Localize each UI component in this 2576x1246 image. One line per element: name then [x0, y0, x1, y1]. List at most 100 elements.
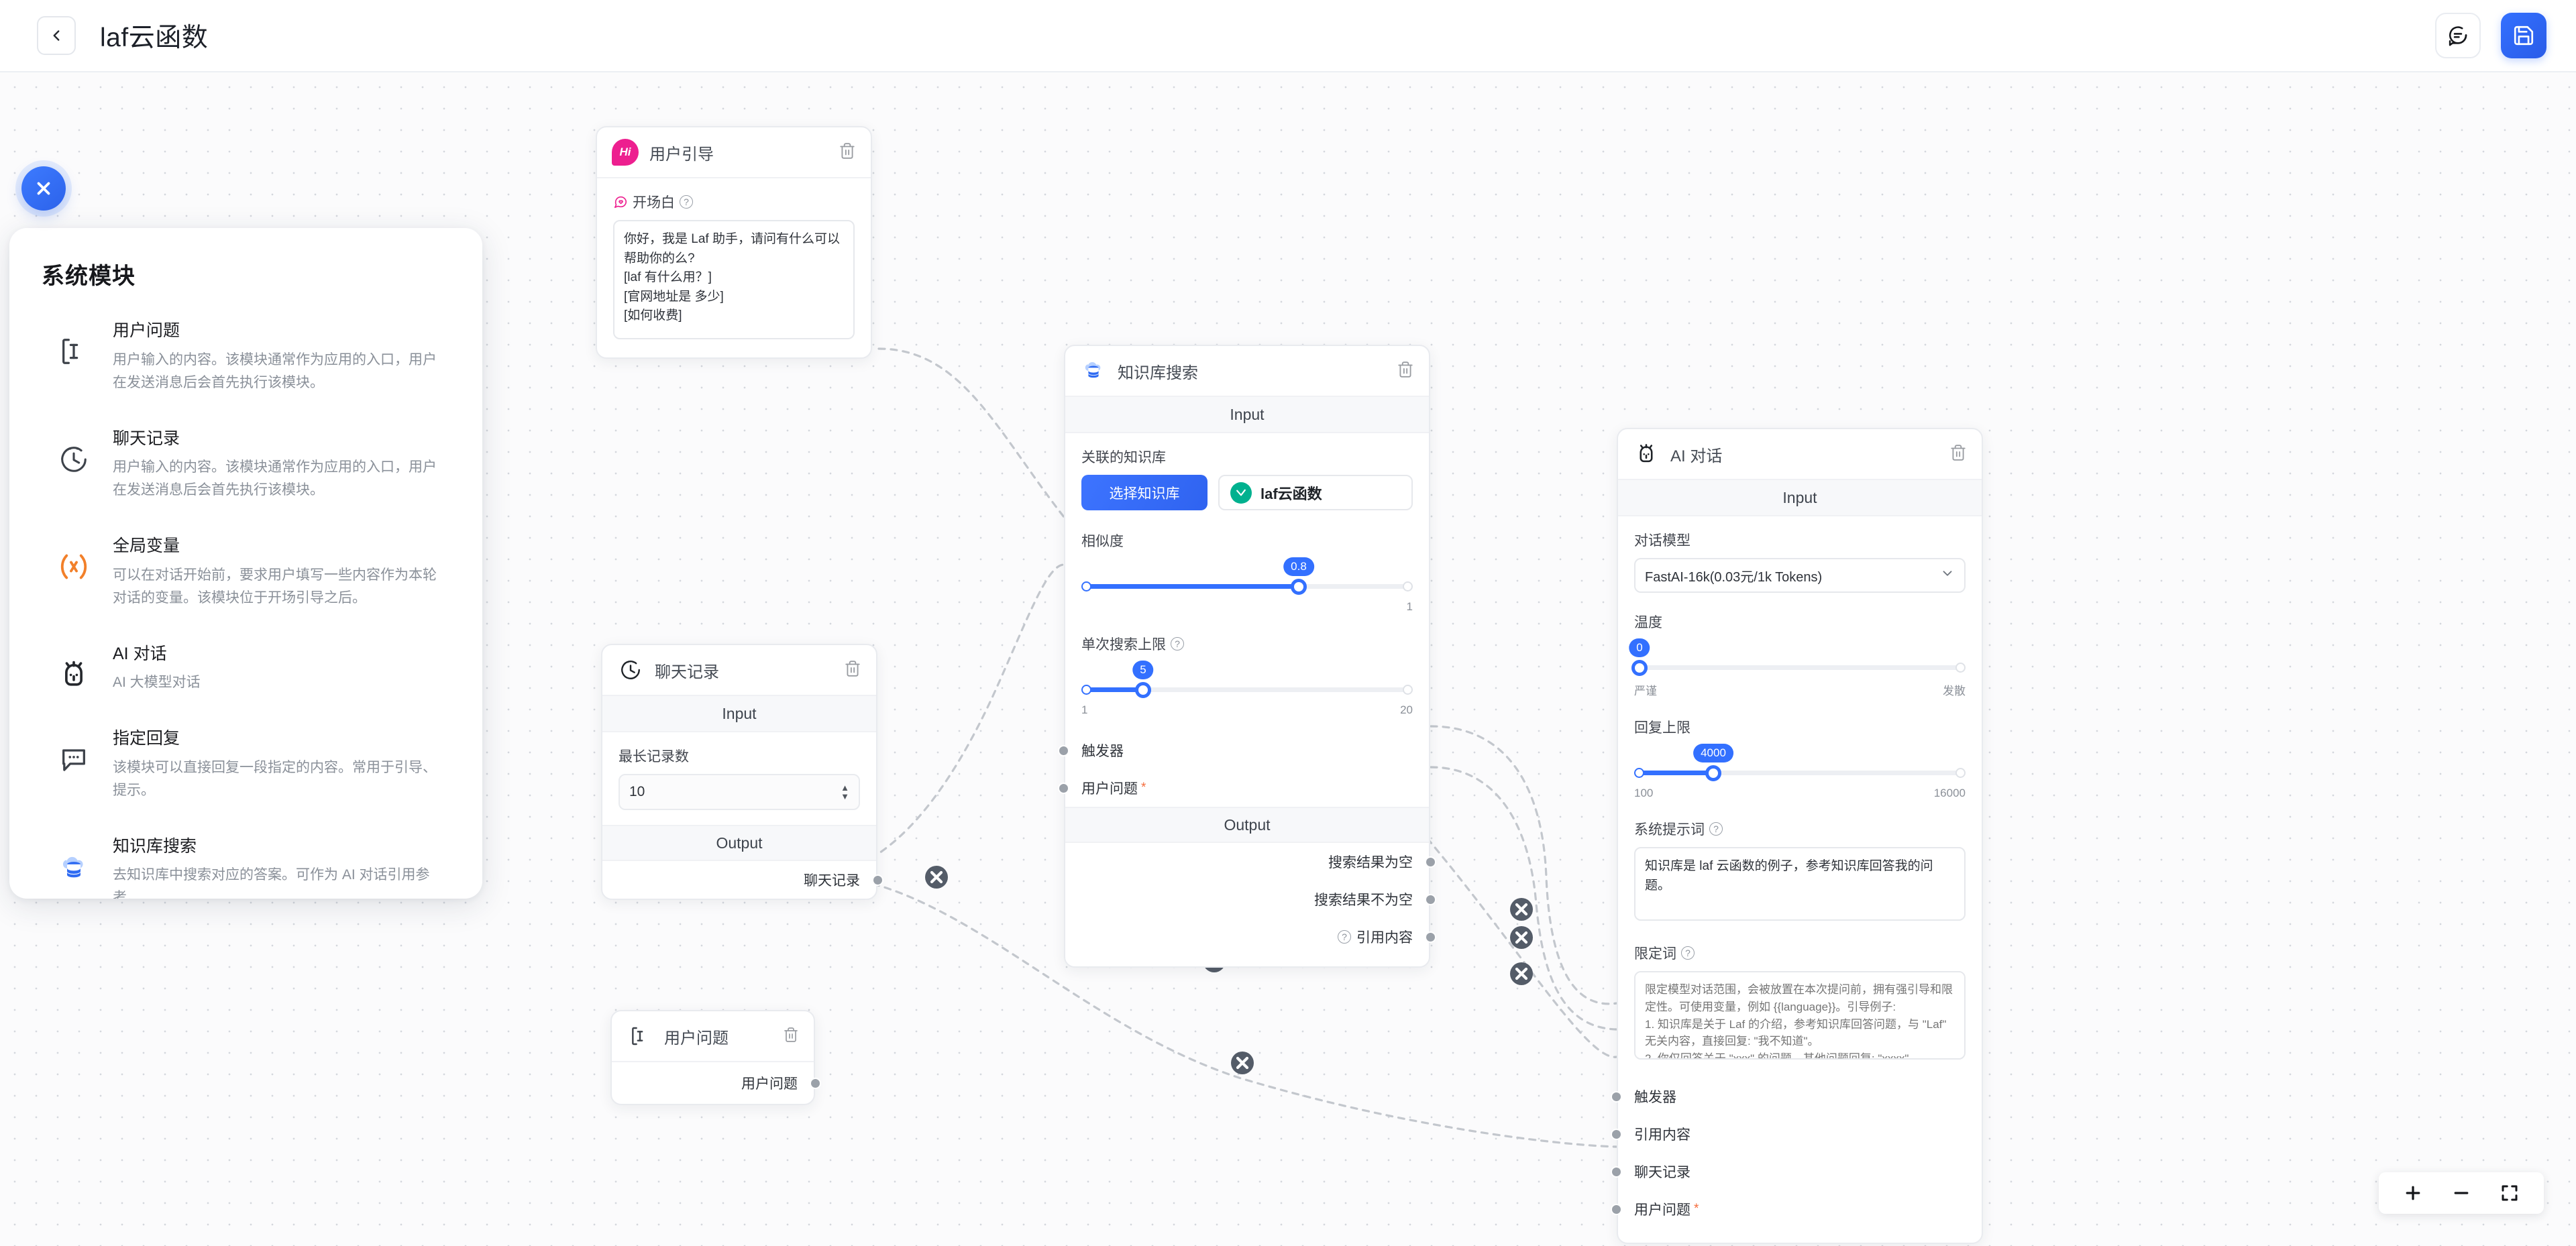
flow-canvas[interactable]: Hi 用户引导 开场: [0, 72, 2576, 1246]
zoom-out-button[interactable]: [2451, 1183, 2471, 1203]
delete-node-button[interactable]: [844, 660, 861, 681]
kb-chip[interactable]: laf云函数: [1218, 475, 1413, 510]
system-modules-panel[interactable]: 系统模块 用户问题 用户输入的内容。该模块通常作为应用的入口，用户在发送消息后会: [9, 228, 482, 899]
stepper-down-icon[interactable]: ▼: [841, 791, 849, 801]
delete-node-button[interactable]: [1397, 361, 1414, 382]
max-tokens-slider[interactable]: 4000: [1634, 744, 1966, 791]
node-kb-search[interactable]: 知识库搜索 Input 关联的知识库 选择知识库: [1058, 345, 1436, 968]
qualifier-input[interactable]: [1634, 971, 1966, 1060]
system-prompt-input[interactable]: 知识库是 laf 云函数的例子，参考知识库回答我的问题。: [1634, 847, 1966, 921]
temperature-range-labels: 严谨 发散: [1634, 681, 1966, 698]
module-item-user-question[interactable]: 用户问题 用户输入的内容。该模块通常作为应用的入口，用户在发送消息后会首先执行该…: [42, 319, 450, 394]
node-ai-chat[interactable]: AI 对话 Input 对话模型 FastAI-16k(0.03元/1k Tok…: [1611, 428, 1983, 1244]
port-label: 搜索结果不为空: [1314, 893, 1413, 908]
required-asterisk: *: [1141, 781, 1146, 795]
port-dot[interactable]: [1058, 745, 1069, 756]
port-dot[interactable]: [1611, 1129, 1622, 1140]
welcome-text-input[interactable]: 你好，我是 Laf 助手，请问有什么可以帮助你的么? [laf 有什么用？] […: [613, 220, 855, 339]
model-select[interactable]: FastAI-16k(0.03元/1k Tokens): [1634, 558, 1966, 593]
node-body: 最长记录数 10 ▲ ▼: [602, 732, 876, 825]
slider-knob[interactable]: [1631, 660, 1648, 676]
input-port-trigger[interactable]: 触发器: [1611, 1078, 1982, 1115]
module-item-specified-reply[interactable]: 指定回复 该模块可以直接回复一段指定的内容。常用于引导、提示。: [42, 726, 450, 802]
slider-cap-min: [1081, 581, 1091, 591]
port-dot[interactable]: [1611, 1166, 1622, 1178]
max-tokens-min-label: 100: [1634, 787, 1654, 799]
module-item-chat-history[interactable]: 聊天记录 用户输入的内容。该模块通常作为应用的入口，用户在发送消息后会首先执行该…: [42, 427, 450, 502]
node-body: 关联的知识库 选择知识库 laf云函数 相似度: [1065, 433, 1429, 732]
delete-node-button[interactable]: [839, 142, 856, 163]
trash-icon: [1951, 444, 1966, 461]
output-port-empty-result[interactable]: 搜索结果为空: [1065, 843, 1436, 881]
qualifier-label: 限定词 ?: [1634, 943, 1966, 963]
port-dot[interactable]: [872, 874, 883, 886]
temperature-slider[interactable]: 0: [1629, 638, 1966, 685]
module-item-kb-search[interactable]: 知识库搜索 去知识库中搜索对应的答案。可作为 AI 对话引用参考。: [42, 834, 450, 899]
max-records-stepper[interactable]: 10 ▲ ▼: [619, 774, 860, 810]
laf-logo-icon: [1230, 482, 1252, 504]
question-icon[interactable]: ?: [1338, 930, 1351, 944]
output-port-nonempty-result[interactable]: 搜索结果不为空: [1065, 881, 1436, 918]
node-chat-history[interactable]: 聊天记录 Input 最长记录数 10 ▲ ▼: [601, 644, 883, 900]
port-dot[interactable]: [1425, 894, 1436, 905]
chevron-left-icon: [53, 30, 60, 41]
question-icon[interactable]: ?: [680, 195, 693, 209]
save-button[interactable]: [2501, 13, 2546, 58]
output-port-quote-content[interactable]: ? 引用内容: [1065, 918, 1436, 956]
search-limit-slider[interactable]: 5: [1081, 661, 1413, 707]
question-icon[interactable]: ?: [1171, 637, 1184, 650]
similarity-slider[interactable]: 0.8: [1081, 557, 1413, 604]
stepper-up-icon[interactable]: ▲: [841, 782, 849, 793]
port-label: 聊天记录: [1634, 1165, 1690, 1180]
port-dot[interactable]: [1611, 1204, 1622, 1215]
delete-node-button[interactable]: [783, 1027, 799, 1046]
delete-node-button[interactable]: [1949, 444, 1967, 465]
module-item-global-variable[interactable]: 全局变量 可以在对话开始前，要求用户填写一些内容作为本轮对话的变量。该模块位于开…: [42, 534, 450, 610]
node-user-question[interactable]: 用户问题 用户问题: [610, 1010, 821, 1105]
port-label: 用户问题: [741, 1076, 798, 1092]
input-port-quote-content[interactable]: 引用内容: [1611, 1115, 1982, 1153]
fit-view-button[interactable]: [2500, 1183, 2520, 1203]
module-desc: 可以在对话开始前，要求用户填写一些内容作为本轮对话的变量。该模块位于开场引导之后…: [113, 567, 437, 606]
question-icon[interactable]: ?: [1681, 946, 1695, 960]
output-port-user-question[interactable]: 用户问题: [612, 1062, 821, 1104]
output-port-chat-history[interactable]: 聊天记录: [602, 861, 883, 899]
port-label: 用户问题: [1081, 781, 1138, 797]
max-tokens-max-label: 16000: [1933, 787, 1966, 799]
slider-knob[interactable]: [1705, 765, 1721, 781]
module-text: 用户问题 用户输入的内容。该模块通常作为应用的入口，用户在发送消息后会首先执行该…: [106, 319, 450, 394]
top-bar: laf云函数: [0, 0, 2576, 72]
slider-knob[interactable]: [1135, 682, 1151, 698]
ai-robot-icon: [1633, 441, 1660, 467]
port-label: 引用内容: [1634, 1127, 1690, 1143]
close-panel-button[interactable]: [21, 166, 66, 211]
module-item-ai-chat[interactable]: AI 对话 AI 大模型对话: [42, 642, 450, 695]
slider-knob[interactable]: [1291, 579, 1307, 595]
zoom-in-button[interactable]: [2403, 1183, 2423, 1203]
back-button[interactable]: [37, 16, 76, 55]
module-text: 全局变量 可以在对话开始前，要求用户填写一些内容作为本轮对话的变量。该模块位于开…: [106, 534, 450, 610]
port-dot[interactable]: [1611, 1091, 1622, 1102]
input-port-user-question[interactable]: 用户问题 *: [1058, 769, 1429, 807]
plus-icon: [2406, 1186, 2420, 1200]
node-body: 开场白 ? 你好，我是 Laf 助手，请问有什么可以帮助你的么? [laf 有什…: [597, 178, 871, 357]
similarity-value-bubble: 0.8: [1283, 557, 1314, 576]
node-user-guide[interactable]: Hi 用户引导 开场: [596, 126, 872, 359]
port-dot[interactable]: [1425, 931, 1436, 943]
chat-preview-button[interactable]: [2435, 13, 2481, 58]
top-bar-actions: [2435, 13, 2546, 58]
port-dot[interactable]: [1058, 783, 1069, 794]
module-text: 聊天记录 用户输入的内容。该模块通常作为应用的入口，用户在发送消息后会首先执行该…: [106, 427, 450, 502]
port-dot[interactable]: [810, 1078, 821, 1089]
input-section-label: Input: [1618, 480, 1982, 516]
similarity-max-label: 1: [1406, 600, 1413, 613]
stepper-arrows[interactable]: ▲ ▼: [841, 782, 849, 801]
chevron-down-icon: [1940, 566, 1955, 585]
question-icon[interactable]: ?: [1709, 822, 1723, 836]
node-title: 聊天记录: [655, 663, 719, 681]
input-port-chat-history[interactable]: 聊天记录: [1611, 1153, 1982, 1190]
select-kb-button[interactable]: 选择知识库: [1081, 475, 1208, 510]
input-port-trigger[interactable]: 触发器: [1058, 732, 1429, 769]
port-dot[interactable]: [1425, 856, 1436, 868]
input-port-user-question[interactable]: 用户问题 *: [1611, 1190, 1982, 1228]
